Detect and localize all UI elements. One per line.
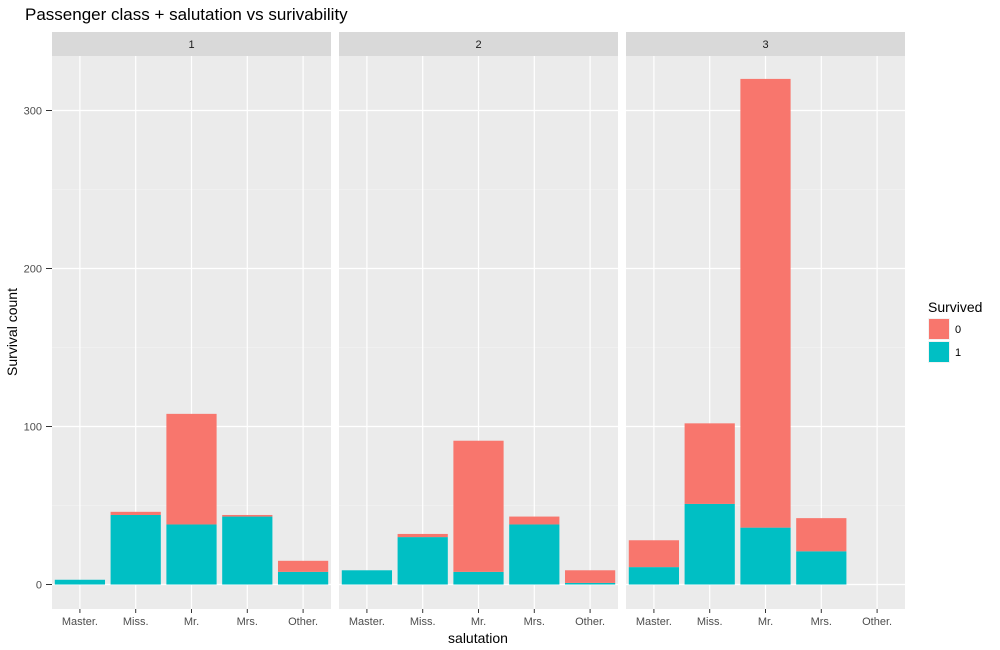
facet-panel-2: 2 Master. Miss. Mr. Mrs. Other.: [339, 32, 618, 628]
bar-segment-survived-0: [684, 423, 735, 504]
x-tick-label: Miss.: [410, 616, 436, 628]
legend-title: Survived: [928, 299, 982, 315]
bar-segment-survived-0: [740, 78, 791, 528]
x-tick-label: Other.: [862, 616, 892, 628]
bar-segment-survived-0: [564, 570, 616, 583]
facet-strip: [339, 32, 618, 56]
bar-segment-survived-1: [509, 524, 560, 585]
bar-segment-survived-1: [684, 503, 735, 585]
bar-segment-survived-1: [740, 527, 791, 585]
x-tick-label: Miss.: [697, 616, 723, 628]
y-tick-label: 300: [24, 106, 42, 118]
bar-segment-survived-1: [341, 570, 393, 585]
x-tick-label: Mrs.: [237, 616, 258, 628]
facet-strip: [626, 32, 905, 56]
legend: Survived 0 1: [928, 299, 982, 363]
facet-panel-3: 3 Master. Miss. Mr. Mrs. Other.: [626, 32, 905, 628]
x-tick-label: Mrs.: [524, 616, 545, 628]
bar-segment-survived-1: [628, 567, 680, 585]
bar-segment-survived-1: [222, 516, 273, 585]
bar-segment-survived-0: [397, 533, 448, 538]
facet-strip-label: 1: [188, 39, 194, 51]
bar-segment-survived-0: [628, 540, 680, 568]
y-tick-label: 100: [24, 422, 42, 434]
legend-label: 1: [955, 347, 961, 359]
bar-segment-survived-1: [397, 537, 448, 585]
bar-segment-survived-0: [796, 518, 847, 552]
bar-segment-survived-1: [54, 579, 106, 585]
x-tick-label: Master.: [62, 616, 98, 628]
x-tick-label: Mr.: [758, 616, 773, 628]
facets: 0 100 200 300 1 Master. Miss. Mr. Mrs. Other. 2 Mas…: [24, 32, 905, 628]
y-tick-label: 200: [24, 264, 42, 276]
x-tick-label: Mr.: [184, 616, 199, 628]
x-tick-label: Other.: [575, 616, 605, 628]
bar-segment-survived-1: [453, 571, 504, 585]
x-axis-title: salutation: [448, 630, 508, 646]
bar-segment-survived-1: [166, 524, 217, 585]
bar-segment-survived-0: [453, 440, 504, 572]
facet-strip-label: 2: [475, 39, 481, 51]
bar-segment-survived-1: [110, 514, 161, 585]
bar-segment-survived-1: [796, 551, 847, 585]
x-tick-label: Other.: [288, 616, 318, 628]
y-tick-label: 0: [36, 580, 42, 592]
y-axis-title: Survival count: [4, 288, 20, 376]
bar-segment-survived-0: [222, 514, 273, 517]
chart-title: Passenger class + salutation vs surivabi…: [25, 5, 348, 24]
x-tick-label: Miss.: [123, 616, 149, 628]
facet-strip: [52, 32, 331, 56]
legend-swatch-0: [929, 319, 949, 339]
x-tick-label: Master.: [636, 616, 672, 628]
facet-panel-1: 1 Master. Miss. Mr. Mrs. Other.: [52, 32, 331, 628]
x-tick-label: Mrs.: [811, 616, 832, 628]
bar-segment-survived-1: [277, 571, 329, 585]
bar-segment-survived-1: [564, 582, 616, 585]
legend-label: 0: [955, 324, 961, 336]
bar-segment-survived-0: [509, 516, 560, 525]
bar-segment-survived-0: [277, 560, 329, 572]
legend-swatch-1: [929, 342, 949, 362]
x-tick-label: Master.: [349, 616, 385, 628]
bar-segment-survived-0: [166, 413, 217, 525]
bar-segment-survived-0: [110, 511, 161, 515]
x-tick-label: Mr.: [471, 616, 486, 628]
facet-strip-label: 3: [762, 39, 768, 51]
